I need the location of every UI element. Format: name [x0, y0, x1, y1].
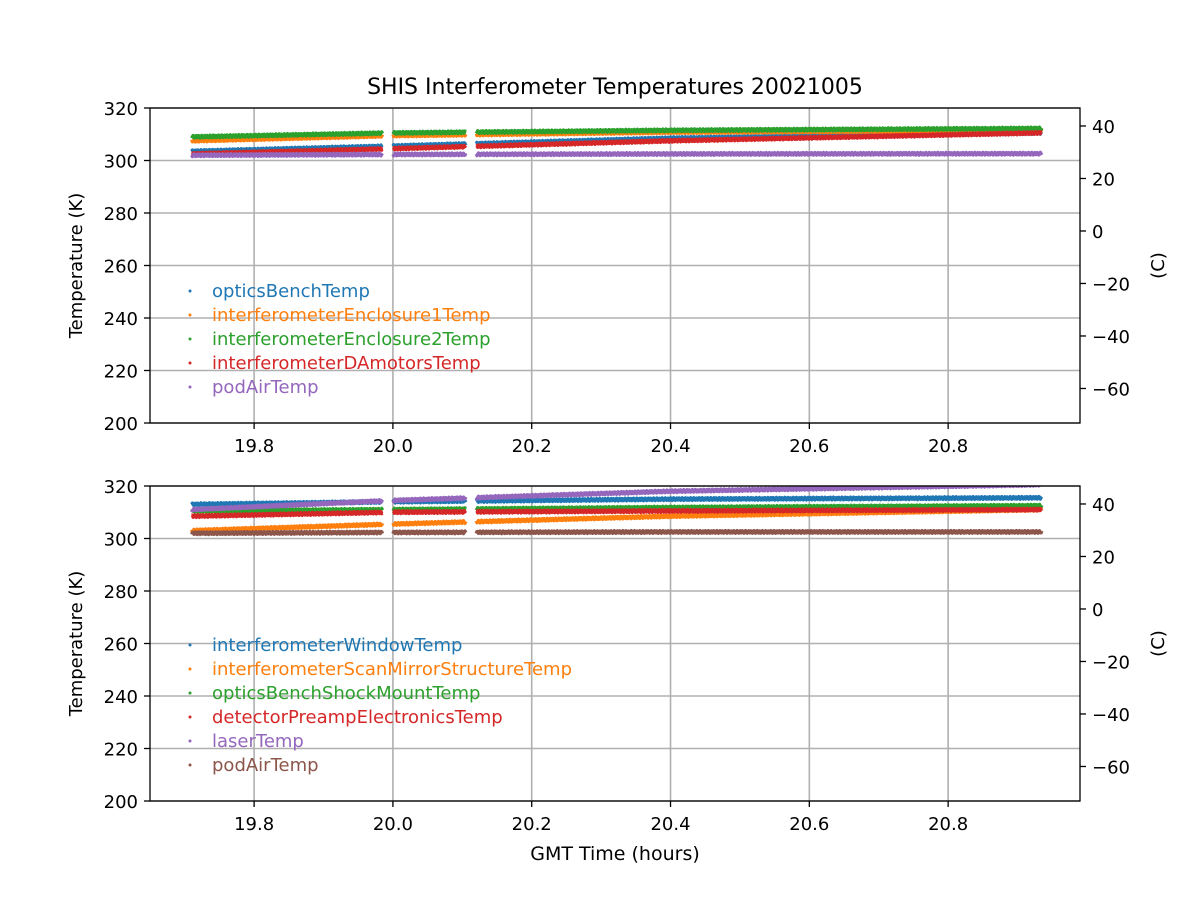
legend-marker	[188, 691, 192, 695]
y2-tick-label: −60	[1092, 379, 1130, 400]
y2-tick-label: 0	[1092, 600, 1103, 621]
y-axis-label: Temperature (K)	[66, 193, 87, 340]
legend-label: podAirTemp	[212, 377, 319, 398]
y-tick-label: 260	[104, 257, 138, 278]
legend-label: interferometerDAmotorsTemp	[212, 353, 481, 374]
data-series-podAirTemp	[190, 150, 1044, 159]
legend-label: detectorPreampElectronicsTemp	[212, 707, 503, 728]
y-tick-label: 220	[104, 362, 138, 383]
y2-tick-label: 20	[1092, 169, 1115, 190]
y-tick-label: 200	[104, 792, 138, 813]
legend-marker	[188, 289, 192, 293]
y-tick-label: 320	[104, 99, 138, 120]
legend-marker	[188, 643, 192, 647]
x-tick-label: 20.4	[650, 436, 690, 457]
data-series-podAirTemp	[190, 528, 1044, 537]
x-axis-label: GMT Time (hours)	[530, 843, 700, 865]
legend-marker	[188, 313, 192, 317]
y2-tick-label: 20	[1092, 547, 1115, 568]
x-tick-label: 19.8	[234, 436, 274, 457]
y-tick-label: 220	[104, 740, 138, 761]
x-tick-label: 20.6	[789, 814, 829, 835]
legend-label: podAirTemp	[212, 755, 319, 776]
data-series-detectorPreampElectronicsTemp	[190, 506, 1043, 520]
legend-marker	[188, 361, 192, 365]
legend-label: interferometerEnclosure2Temp	[212, 329, 491, 350]
legend-label: laserTemp	[212, 731, 304, 752]
x-tick-label: 20.0	[373, 436, 413, 457]
y2-tick-label: −60	[1092, 757, 1130, 778]
y2-tick-label: −20	[1092, 652, 1130, 673]
legend-label: interferometerScanMirrorStructureTemp	[212, 659, 572, 680]
y-tick-label: 240	[104, 309, 138, 330]
y2-tick-label: −40	[1092, 327, 1130, 348]
legend-marker	[188, 385, 192, 389]
y2-axis-label: (C)	[1148, 630, 1169, 657]
legend-label: opticsBenchShockMountTemp	[212, 683, 480, 704]
legend-marker	[188, 739, 192, 743]
y-tick-label: 320	[104, 477, 138, 498]
x-tick-label: 20.2	[512, 436, 552, 457]
chart-panel-top: 19.8 20.0 20.2 20.4 20.6 20.82002202402602803…	[66, 99, 1169, 457]
x-tick-label: 20.0	[373, 814, 413, 835]
x-tick-label: 20.8	[928, 814, 968, 835]
data-series-interferometerEnclosure2Temp	[190, 125, 1044, 140]
y-tick-label: 280	[104, 204, 138, 225]
y-tick-label: 240	[104, 687, 138, 708]
y-axis-label: Temperature (K)	[66, 571, 87, 718]
y-tick-label: 280	[104, 582, 138, 603]
x-tick-label: 20.6	[789, 436, 829, 457]
legend-label: interferometerWindowTemp	[212, 635, 462, 656]
y-tick-label: 300	[104, 152, 138, 173]
legend-marker	[188, 763, 192, 767]
legend-marker	[188, 715, 192, 719]
chart-panel-bottom: 19.8 20.0 20.2 20.4 20.6 20.82002202402602803…	[66, 477, 1169, 835]
y2-axis-label: (C)	[1148, 252, 1169, 279]
legend-label: interferometerEnclosure1Temp	[212, 305, 491, 326]
y2-tick-label: 40	[1092, 117, 1115, 138]
data-series-laserTemp	[190, 486, 1043, 513]
legend-marker	[188, 337, 192, 341]
y2-tick-label: −40	[1092, 705, 1130, 726]
y2-tick-label: 40	[1092, 495, 1115, 516]
x-tick-label: 20.4	[650, 814, 690, 835]
y-tick-label: 300	[104, 530, 138, 551]
y2-tick-label: −20	[1092, 274, 1130, 295]
series-group	[190, 486, 1044, 537]
y2-tick-label: 0	[1092, 222, 1103, 243]
legend-label: opticsBenchTemp	[212, 281, 370, 302]
data-series-interferometerDAmotorsTemp	[190, 130, 1043, 157]
y-tick-label: 260	[104, 635, 138, 656]
x-tick-label: 20.8	[928, 436, 968, 457]
legend-marker	[188, 667, 192, 671]
y-tick-label: 200	[104, 414, 138, 435]
x-tick-label: 20.2	[512, 814, 552, 835]
x-tick-label: 19.8	[234, 814, 274, 835]
figure-title: SHIS Interferometer Temperatures 2002100…	[367, 75, 863, 100]
series-group	[190, 125, 1044, 159]
